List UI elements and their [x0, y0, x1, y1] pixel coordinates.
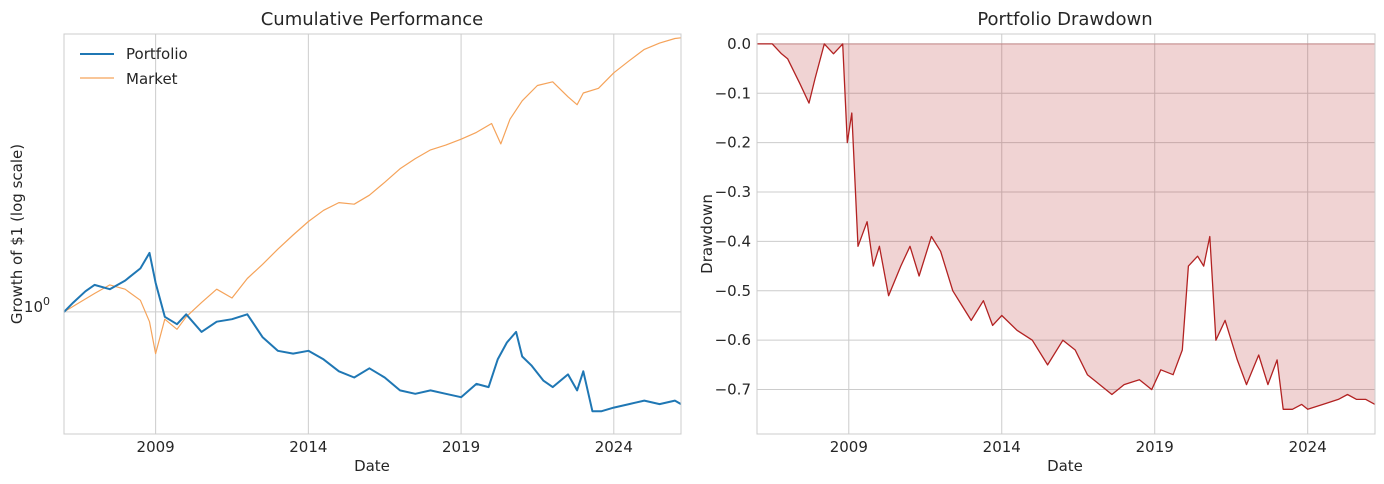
- x-tick-label: 2014: [983, 438, 1021, 456]
- y-tick-label: 0.0: [727, 35, 751, 53]
- y-tick-label: −0.2: [715, 134, 751, 152]
- y-tick-label: −0.7: [715, 381, 751, 399]
- y-tick-label: −0.4: [715, 232, 751, 250]
- y-tick-exponent: 0: [43, 295, 50, 308]
- legend-label-market: Market: [126, 70, 178, 88]
- x-tick-label: 2019: [442, 438, 480, 456]
- x-axis-label: Date: [354, 457, 390, 475]
- x-tick-labels: 2009 2014 2019 2024: [830, 438, 1327, 456]
- y-tick-label: −0.5: [715, 282, 751, 300]
- y-axis-label: Growth of $1 (log scale): [8, 144, 26, 324]
- y-tick-label: −0.6: [715, 331, 751, 349]
- y-tick-label: −0.1: [715, 84, 751, 102]
- x-tick-label: 2024: [1289, 438, 1327, 456]
- plot-frame: [756, 33, 1376, 435]
- legend: Portfolio Market: [80, 45, 188, 88]
- y-tick-labels: 0.0 −0.1 −0.2 −0.3 −0.4 −0.5 −0.6 −0.7: [715, 35, 751, 399]
- legend-label-portfolio: Portfolio: [126, 45, 188, 63]
- series-line-portfolio: [63, 251, 682, 413]
- grid-lines: [757, 34, 1375, 434]
- chart-title: Cumulative Performance: [261, 9, 484, 30]
- x-axis-label: Date: [1047, 457, 1083, 475]
- drawdown-area: [757, 43, 1375, 410]
- y-axis-label: Drawdown: [698, 194, 716, 274]
- x-tick-label: 2024: [595, 438, 633, 456]
- x-tick-label: 2019: [1136, 438, 1174, 456]
- series-lines: [63, 37, 682, 413]
- x-tick-label: 2009: [830, 438, 868, 456]
- y-tick-label: 100: [24, 295, 50, 316]
- cumulative-performance-chart: Cumulative Performance 2009 2014 2019 2024 …: [8, 9, 682, 475]
- drawdown-line: [757, 43, 1376, 410]
- y-tick-label: −0.3: [715, 183, 751, 201]
- x-tick-label: 2009: [137, 438, 175, 456]
- plot-frame: [63, 33, 682, 435]
- chart-title: Portfolio Drawdown: [977, 9, 1152, 30]
- x-tick-label: 2014: [289, 438, 327, 456]
- x-tick-labels: 2009 2014 2019 2024: [137, 438, 633, 456]
- y-tick-labels: 100: [24, 295, 50, 316]
- grid-lines: [64, 34, 681, 434]
- y-tick-base: 10: [24, 298, 43, 316]
- portfolio-drawdown-chart: Portfolio Drawdown 2009 2014 2019 2024 0.0 −…: [698, 9, 1376, 475]
- series-line-market: [63, 37, 682, 355]
- drawdown-series: [757, 43, 1376, 410]
